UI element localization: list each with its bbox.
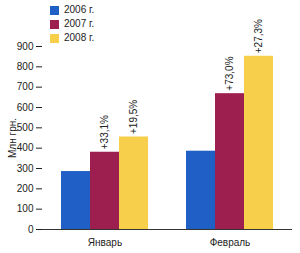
svg-text:700: 700 (17, 81, 34, 92)
svg-text:+19,5%: +19,5% (128, 100, 139, 134)
svg-text:Млн грн.: Млн грн. (7, 118, 18, 158)
svg-text:900: 900 (17, 41, 34, 52)
html-text:2007 г.: 2007 г. (64, 18, 95, 29)
svg-text:Февраль: Февраль (210, 237, 251, 248)
svg-text:800: 800 (17, 61, 34, 72)
svg-text:+27,3%: +27,3% (253, 19, 264, 53)
svg-text:100: 100 (17, 203, 34, 214)
svg-text:Январь: Январь (88, 237, 122, 248)
html-text:2006 г.: 2006 г. (64, 4, 95, 15)
svg-text:+73,0%: +73,0% (224, 56, 235, 90)
svg-text:600: 600 (17, 102, 34, 113)
html-text:2008 г.: 2008 г. (64, 32, 95, 43)
svg-text:+33,1%: +33,1% (99, 115, 110, 149)
svg-text:300: 300 (17, 163, 34, 174)
svg-text:500: 500 (17, 122, 34, 133)
svg-text:200: 200 (17, 183, 34, 194)
svg-text:400: 400 (17, 142, 34, 153)
svg-text:0: 0 (28, 224, 34, 235)
